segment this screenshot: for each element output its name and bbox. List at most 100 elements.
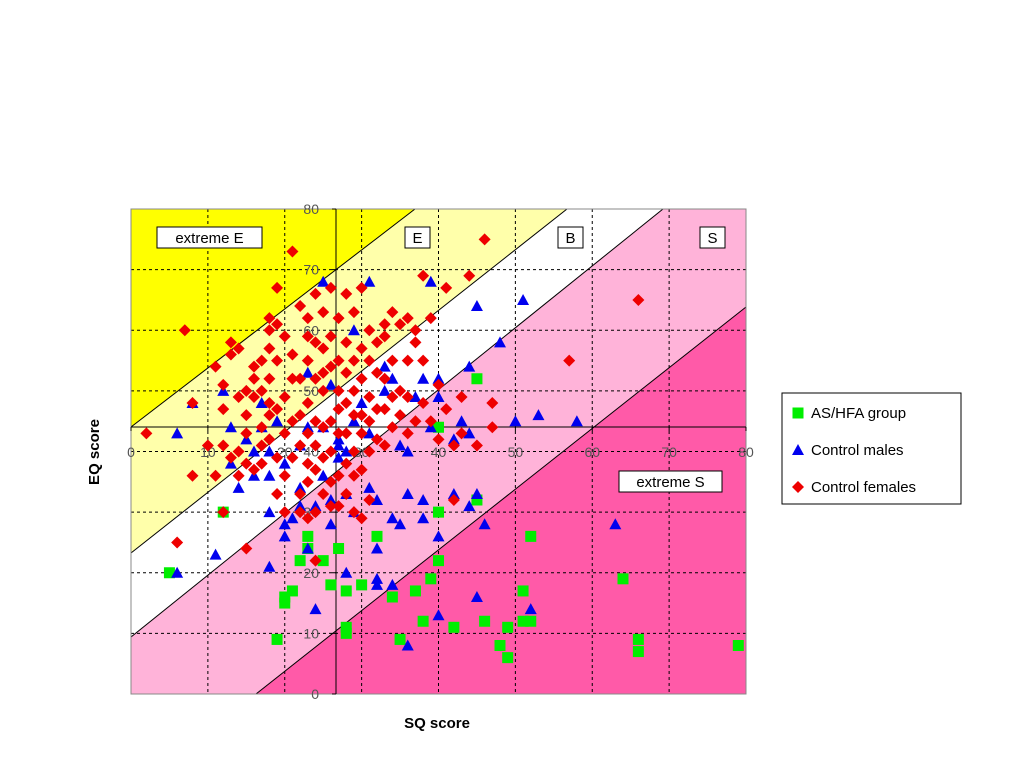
point-control-females: [455, 390, 468, 403]
point-control-females: [486, 397, 499, 409]
point-control-females: [371, 366, 383, 379]
point-control-females: [286, 415, 299, 428]
point-control-males: [570, 415, 583, 427]
legend-marker-as-hfa-group: [792, 407, 804, 419]
point-control-females: [424, 415, 437, 428]
legend-marker-control-males: [792, 444, 804, 455]
point-control-females: [263, 397, 276, 409]
point-control-females: [401, 354, 414, 367]
point-control-females: [401, 427, 414, 440]
point-control-males: [532, 409, 545, 421]
point-control-females: [317, 421, 330, 434]
point-control-males: [424, 275, 437, 287]
point-control-males: [455, 415, 468, 427]
point-control-females: [263, 433, 276, 446]
y-axis-label: EQ score: [86, 419, 103, 485]
point-control-males: [171, 427, 184, 439]
point-control-females: [324, 360, 337, 373]
point-control-males: [478, 518, 491, 530]
point-control-males: [263, 560, 276, 572]
data-points: [140, 233, 744, 664]
point-control-females: [355, 281, 368, 294]
point-control-males: [401, 445, 414, 457]
point-as-hfa-group: [356, 579, 368, 591]
point-control-males: [432, 530, 445, 542]
point-control-females: [363, 354, 376, 367]
point-control-females: [324, 445, 337, 458]
point-as-hfa-group: [525, 615, 537, 627]
point-control-males: [386, 578, 399, 590]
point-control-males: [294, 481, 307, 493]
region-label-extreme-e: extreme E: [175, 230, 243, 247]
point-control-females: [355, 512, 368, 525]
point-control-females: [209, 360, 222, 373]
point-control-females: [371, 403, 383, 416]
point-control-females: [309, 372, 322, 385]
point-as-hfa-group: [433, 555, 444, 567]
point-control-females: [332, 469, 345, 482]
point-control-females: [240, 457, 253, 470]
point-control-females: [355, 463, 368, 476]
point-control-males: [294, 500, 307, 512]
point-control-females: [363, 415, 376, 428]
point-control-females: [286, 372, 299, 385]
point-as-hfa-group: [471, 494, 483, 506]
point-control-females: [232, 469, 245, 482]
point-control-females: [255, 384, 268, 397]
region-label-box-e: [404, 226, 431, 249]
y-tick-label: 20: [303, 565, 319, 581]
point-control-females: [447, 494, 460, 506]
point-control-males: [470, 300, 483, 311]
point-control-females: [271, 487, 284, 500]
point-as-hfa-group: [502, 621, 514, 633]
point-control-females: [378, 372, 391, 385]
point-control-females: [394, 384, 407, 397]
point-control-males: [432, 372, 445, 384]
point-control-males: [332, 439, 345, 451]
point-control-females: [294, 439, 307, 452]
point-control-females: [324, 475, 337, 488]
point-control-males: [324, 494, 337, 505]
point-control-females: [240, 409, 253, 422]
point-control-females: [340, 366, 353, 379]
point-control-females: [317, 342, 330, 355]
point-control-males: [340, 445, 353, 457]
point-control-females: [324, 281, 337, 294]
point-as-hfa-group: [502, 652, 514, 664]
point-control-males: [309, 500, 322, 512]
point-control-males: [271, 415, 284, 427]
point-as-hfa-group: [479, 615, 491, 627]
point-as-hfa-group: [163, 567, 175, 579]
x-tick-label: 40: [431, 444, 447, 460]
point-control-males: [301, 542, 314, 554]
point-control-females: [301, 512, 314, 525]
point-control-females: [409, 324, 422, 337]
region-label-box-extreme-e: [156, 226, 263, 249]
point-control-females: [301, 427, 314, 440]
point-control-males: [432, 609, 445, 621]
point-as-hfa-group: [371, 530, 383, 542]
region-label-box-s: [699, 226, 726, 249]
point-control-females: [563, 354, 576, 367]
point-control-females: [271, 403, 284, 416]
point-control-females: [332, 427, 345, 440]
point-control-females: [424, 312, 437, 325]
point-control-females: [386, 306, 399, 319]
x-tick-label: 10: [200, 444, 216, 460]
point-control-females: [394, 318, 407, 331]
point-as-hfa-group: [325, 579, 337, 591]
point-control-females: [317, 306, 330, 319]
point-control-females: [455, 427, 468, 440]
point-control-males: [263, 445, 276, 457]
point-control-females: [263, 409, 276, 422]
point-control-males: [463, 360, 476, 372]
point-control-females: [271, 354, 284, 367]
point-control-females: [301, 457, 314, 470]
point-control-males: [494, 336, 506, 348]
point-control-females: [347, 506, 360, 519]
point-control-males: [417, 512, 430, 524]
x-tick-label: 0: [127, 444, 135, 460]
point-control-males: [224, 421, 237, 433]
legend-entry-control-males: Control males: [811, 442, 904, 459]
